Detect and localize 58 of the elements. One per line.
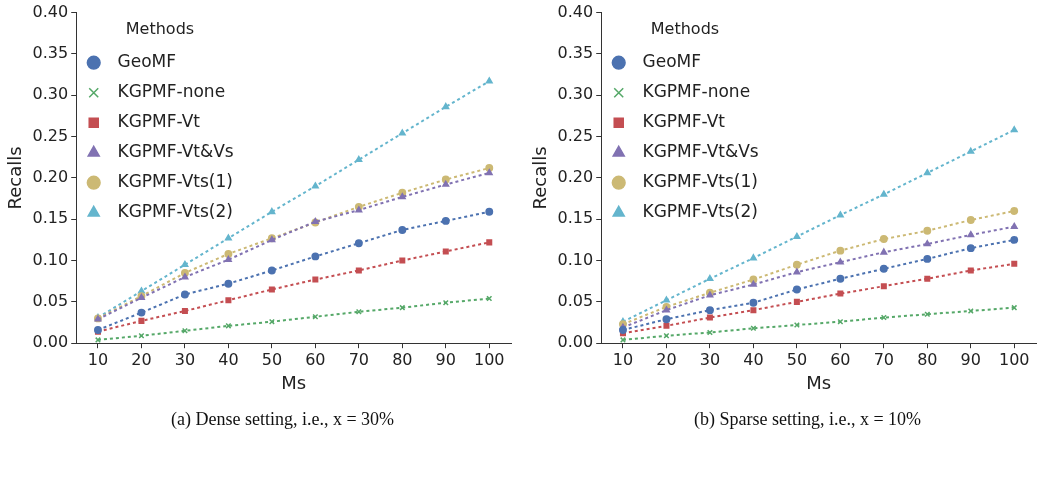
x-tick-label: 60	[830, 349, 851, 369]
x-tick-label: 60	[305, 349, 326, 369]
y-tick-label: 0.25	[557, 125, 594, 145]
y-tick-label: 0.20	[557, 167, 594, 187]
legend-label: KGPMF-Vts(2)	[631, 201, 758, 222]
x-tick-label: 10	[612, 349, 634, 369]
x-tick-label: 30	[174, 349, 196, 369]
y-tick-label: 0.40	[32, 1, 69, 21]
legend-title: Methods	[650, 19, 720, 39]
legend-label: KGPMF-Vts(2)	[106, 201, 233, 222]
legend-label: KGPMF-Vts(1)	[106, 171, 233, 192]
x-axis-title: Ms	[281, 371, 307, 393]
legend-label: KGPMF-Vt	[631, 111, 726, 132]
legend-label: KGPMF-Vt&Vs	[106, 141, 234, 162]
legend-label: KGPMF-none	[106, 81, 226, 102]
legend-label: KGPMF-Vts(1)	[631, 171, 758, 192]
x-tick-label: 70	[873, 349, 895, 369]
text: (b) Sparse setting, i.e., x = 10%	[692, 409, 923, 430]
y-tick-label: 0.25	[32, 125, 69, 145]
y-tick-label: 0.05	[557, 291, 594, 311]
x-tick-label: 70	[348, 349, 370, 369]
x-tick-label: 80	[917, 349, 938, 369]
legend-label: KGPMF-Vt	[106, 111, 201, 132]
legend-label: KGPMF-Vt&Vs	[631, 141, 759, 162]
x-tick-label: 30	[699, 349, 721, 369]
y-tick-label: 0.30	[32, 84, 69, 104]
y-tick-label: 0.40	[557, 1, 594, 21]
y-tick-label: 0.00	[557, 332, 594, 352]
legend-label: GeoMF	[106, 51, 177, 72]
y-tick-label: 0.30	[557, 84, 594, 104]
y-tick-label: 0.35	[557, 43, 594, 63]
x-tick-label: 100	[998, 349, 1030, 369]
x-tick-label: 40	[218, 349, 239, 369]
y-tick-label: 0.10	[32, 249, 69, 269]
x-tick-label: 20	[656, 349, 677, 369]
x-tick-label: 90	[960, 349, 981, 369]
x-tick-label: 80	[392, 349, 413, 369]
x-tick-label: 90	[435, 349, 456, 369]
x-axis-title: Ms	[806, 371, 832, 393]
x-tick-label: 10	[87, 349, 109, 369]
y-tick-label: 0.15	[32, 208, 69, 228]
x-tick-label: 100	[473, 349, 505, 369]
y-tick-label: 0.00	[32, 332, 69, 352]
x-tick-label: 50	[786, 349, 808, 369]
x-tick-label: 50	[261, 349, 283, 369]
y-tick-label: 0.15	[557, 208, 594, 228]
y-tick-label: 0.35	[32, 43, 69, 63]
y-axis-title: Recalls	[529, 146, 551, 210]
x-tick-label: 20	[131, 349, 152, 369]
y-tick-label: 0.20	[32, 167, 69, 187]
text: (a) Dense setting, i.e., x = 30%	[169, 409, 396, 430]
legend-label: KGPMF-none	[631, 81, 751, 102]
y-tick-label: 0.10	[557, 249, 594, 269]
y-axis-title: Recalls	[4, 146, 26, 210]
legend-title: Methods	[125, 19, 195, 39]
y-tick-label: 0.05	[32, 291, 69, 311]
legend-label: GeoMF	[631, 51, 702, 72]
x-tick-label: 40	[743, 349, 764, 369]
